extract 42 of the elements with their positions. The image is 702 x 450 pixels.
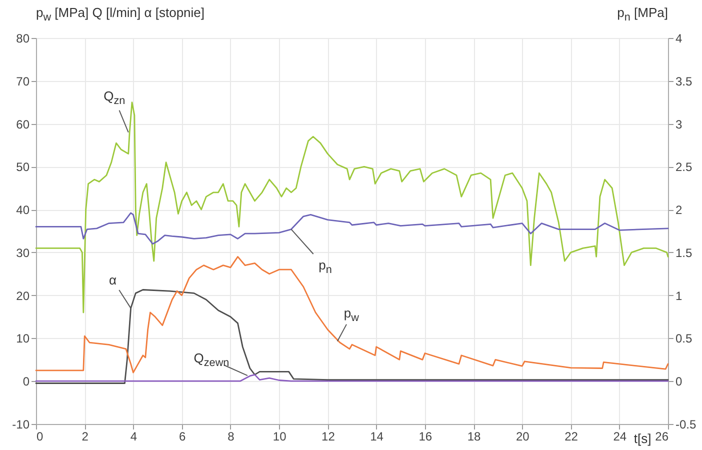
y-tick-label: 70 <box>16 74 30 88</box>
x-tick-label: 2 <box>82 430 89 444</box>
x-tick-label: 24 <box>613 430 627 444</box>
y-tick-label: 40 <box>16 203 30 218</box>
y2-axis-title: p$_{n}$ [MPa] <box>617 5 668 24</box>
y-tick-label: 60 <box>16 117 30 132</box>
y2-tick-label: 3 <box>676 117 682 132</box>
y-axis-title: p$_{w}$ [MPa] Q [l/min] α [stopnie] <box>36 5 205 24</box>
annotation: p$_{n}$ <box>318 258 332 276</box>
x-tick-label: 8 <box>228 430 235 444</box>
y-tick-label: 20 <box>16 288 30 303</box>
y-tick-label: -10 <box>12 418 30 432</box>
x-tick-label: 18 <box>467 430 482 444</box>
x-tick-label: 6 <box>179 430 186 444</box>
annotation: Q$_{zn}$ <box>104 88 126 108</box>
y2-tick-label: 2.5 <box>676 160 693 174</box>
x-tick-label: 22 <box>564 430 578 444</box>
x-tick-label: 16 <box>418 430 432 444</box>
y-tick-label: 80 <box>16 32 30 46</box>
y2-tick-label: 1 <box>676 288 682 303</box>
y-tick-label: 50 <box>16 160 30 174</box>
y2-tick-label: 2 <box>676 203 682 218</box>
x-tick-label: 4 <box>130 430 138 444</box>
x-tick-label: 26 <box>655 430 669 444</box>
annotation: α <box>109 272 117 288</box>
annotation: Q$_{zewn}$ <box>194 350 230 368</box>
x-tick-label: 20 <box>516 430 530 444</box>
y2-tick-label: 0.5 <box>676 332 693 346</box>
x-tick-label: 10 <box>272 430 287 444</box>
y2-tick-label: -0.5 <box>676 418 697 432</box>
x-axis-title: t[s] <box>634 431 652 446</box>
y-tick-label: 0 <box>22 374 30 389</box>
y2-tick-label: 4 <box>676 32 682 46</box>
x-tick-label: 0 <box>36 430 44 444</box>
y2-tick-label: 3.5 <box>676 74 693 88</box>
y2-tick-label: 0 <box>676 374 682 389</box>
annotation: p$_{w}$ <box>344 306 359 324</box>
y-tick-label: 10 <box>16 332 30 346</box>
x-tick-label: 14 <box>370 430 384 444</box>
y2-tick-label: 1.5 <box>676 246 693 260</box>
y-tick-label: 30 <box>16 246 30 260</box>
x-tick-label: 12 <box>322 430 336 444</box>
